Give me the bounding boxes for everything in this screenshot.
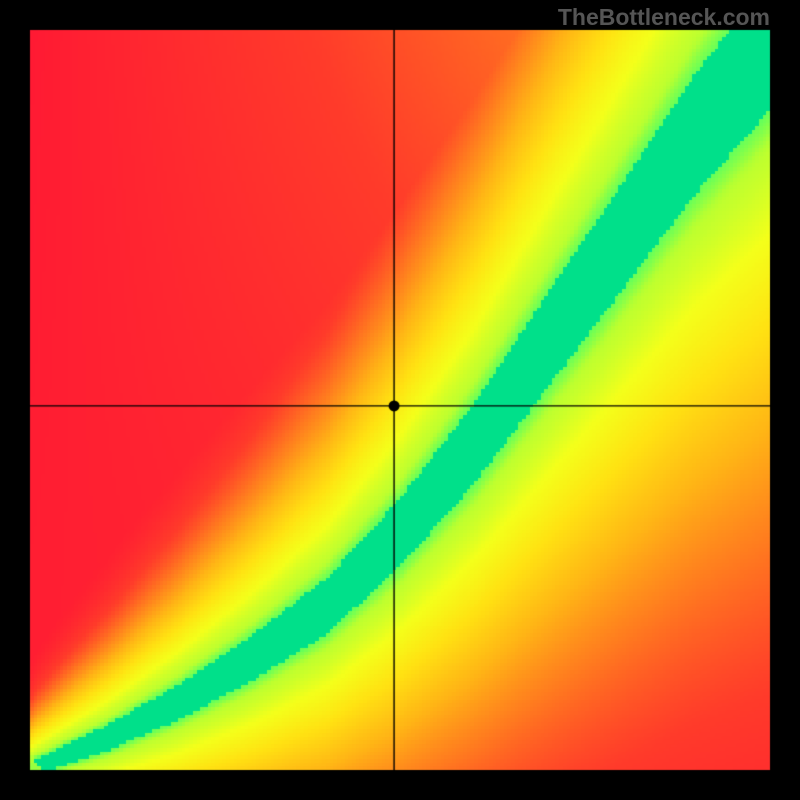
watermark-text: TheBottleneck.com xyxy=(558,4,770,31)
heatmap-canvas xyxy=(0,0,800,800)
chart-container: TheBottleneck.com xyxy=(0,0,800,800)
